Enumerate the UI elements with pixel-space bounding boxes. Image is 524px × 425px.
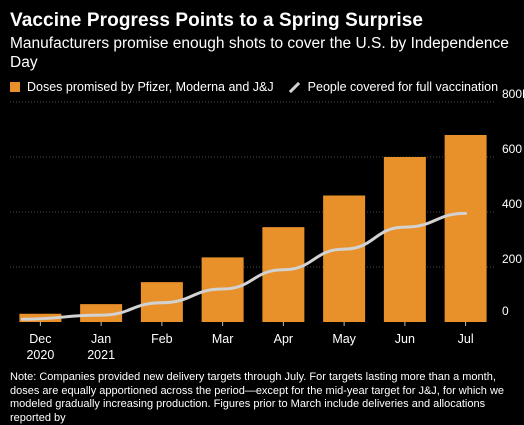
legend: Doses promised by Pfizer, Moderna and J&… <box>10 80 498 94</box>
series-line <box>20 211 468 321</box>
y-tick-layer: 0 200 400 600 800M <box>502 87 524 318</box>
x-tick-label: May <box>332 332 356 346</box>
x-tick-label: Dec <box>29 332 51 346</box>
x-tick-label: 2021 <box>87 348 115 362</box>
bar <box>323 195 366 322</box>
legend-line-label: People covered for full vaccination <box>307 80 499 94</box>
y-tick-label: 0 <box>502 304 509 318</box>
y-tick-label: 400 <box>502 197 522 211</box>
y-tick-label: 600 <box>502 142 522 156</box>
legend-bar-swatch <box>10 82 20 92</box>
chart-title: Vaccine Progress Points to a Spring Surp… <box>10 10 424 31</box>
bar <box>80 304 123 322</box>
bar-layer <box>19 135 487 322</box>
x-tick-label: Jul <box>458 332 474 346</box>
chart-subtitle: Manufacturers promise enough shots to co… <box>10 35 509 71</box>
y-tick-label: 200 <box>502 252 522 266</box>
x-tick-label: 2020 <box>26 348 54 362</box>
x-tick-label: Feb <box>151 332 173 346</box>
footnote: Note: Companies provided new delivery ta… <box>10 371 505 424</box>
x-tick-label: Jun <box>395 332 415 346</box>
x-tick-label: Mar <box>212 332 234 346</box>
bar <box>383 157 426 322</box>
line-layer <box>20 211 468 321</box>
y-tick-label: 800M <box>502 87 524 101</box>
x-tick-layer: Dec 2020 Jan 2021 Feb Mar Apr May Jun Jul <box>26 322 474 362</box>
legend-bar-label: Doses promised by Pfizer, Moderna and J&… <box>27 80 274 94</box>
bar <box>444 135 487 322</box>
x-tick-label: Apr <box>274 332 293 346</box>
bar <box>262 227 305 322</box>
x-tick-label: Jan <box>91 332 111 346</box>
